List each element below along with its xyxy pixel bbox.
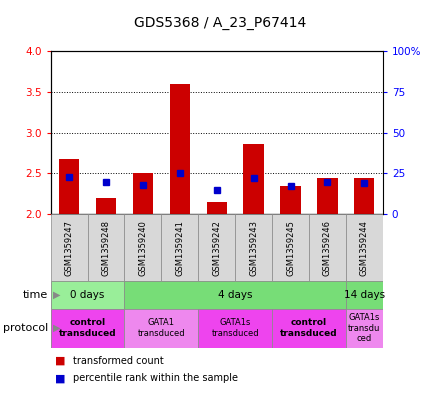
Bar: [354, 178, 374, 214]
Text: time: time: [23, 290, 48, 300]
Bar: [125, 309, 198, 348]
Text: ▶: ▶: [53, 290, 60, 300]
Bar: [125, 214, 161, 281]
Bar: [272, 214, 309, 281]
Text: ■: ■: [55, 356, 66, 365]
Bar: [161, 214, 198, 281]
Bar: [51, 309, 125, 348]
Bar: [309, 214, 346, 281]
Bar: [272, 309, 346, 348]
Text: ▶: ▶: [53, 323, 60, 333]
Text: 4 days: 4 days: [218, 290, 253, 300]
Text: GSM1359247: GSM1359247: [65, 220, 73, 275]
Text: control
transduced: control transduced: [59, 318, 116, 338]
Bar: [51, 214, 88, 281]
Text: GATA1
transduced: GATA1 transduced: [138, 318, 185, 338]
Text: GSM1359240: GSM1359240: [138, 220, 147, 275]
Bar: [125, 281, 346, 309]
Bar: [170, 84, 190, 214]
Bar: [96, 198, 116, 214]
Text: protocol: protocol: [3, 323, 48, 333]
Text: GSM1359248: GSM1359248: [102, 220, 110, 275]
Bar: [133, 173, 153, 214]
Text: GDS5368 / A_23_P67414: GDS5368 / A_23_P67414: [134, 16, 306, 30]
Text: transformed count: transformed count: [73, 356, 163, 365]
Text: GSM1359245: GSM1359245: [286, 220, 295, 275]
Bar: [198, 214, 235, 281]
Text: 14 days: 14 days: [344, 290, 385, 300]
Bar: [346, 214, 383, 281]
Bar: [280, 185, 301, 214]
Text: ■: ■: [55, 373, 66, 383]
Bar: [317, 178, 337, 214]
Text: percentile rank within the sample: percentile rank within the sample: [73, 373, 238, 383]
Bar: [243, 144, 264, 214]
Text: GSM1359244: GSM1359244: [360, 220, 369, 275]
Bar: [51, 281, 125, 309]
Text: GSM1359241: GSM1359241: [175, 220, 184, 275]
Bar: [235, 214, 272, 281]
Bar: [206, 202, 227, 214]
Bar: [346, 309, 383, 348]
Text: GATA1s
transduced: GATA1s transduced: [211, 318, 259, 338]
Bar: [59, 159, 79, 214]
Text: control
transduced: control transduced: [280, 318, 338, 338]
Bar: [88, 214, 125, 281]
Text: GSM1359242: GSM1359242: [212, 220, 221, 275]
Text: GATA1s
transdu
ced: GATA1s transdu ced: [348, 313, 381, 343]
Bar: [198, 309, 272, 348]
Text: 0 days: 0 days: [70, 290, 105, 300]
Bar: [346, 281, 383, 309]
Text: GSM1359243: GSM1359243: [249, 220, 258, 275]
Text: GSM1359246: GSM1359246: [323, 220, 332, 275]
